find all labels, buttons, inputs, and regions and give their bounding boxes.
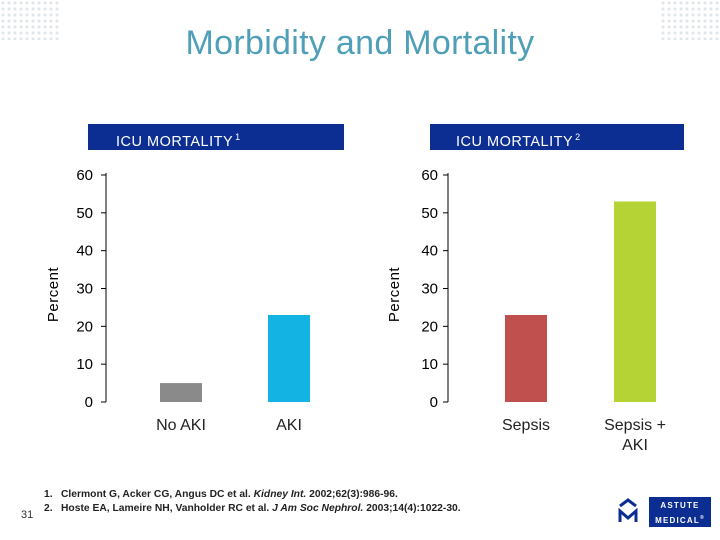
category-label: Sepsis — [502, 417, 550, 434]
reference-2: 2. Hoste EA, Lameire NH, Vanholder RC et … — [44, 502, 461, 516]
chart-header-icu-mortality-1: ICU MORTALITY 1 — [88, 124, 344, 150]
y-tick-label: 60 — [76, 167, 93, 184]
reference-number: 2. — [44, 503, 53, 514]
y-tick-label: 50 — [76, 205, 93, 222]
bar-sepsis-aki — [614, 201, 656, 402]
category-label: Sepsis + AKI — [604, 417, 666, 454]
reference-citation: 2002;62(3):986-96. — [306, 489, 398, 500]
y-axis-label: Percent — [386, 267, 403, 323]
reference-authors: Hoste EA, Lameire NH, Vanholder RC et al… — [61, 503, 273, 514]
chart-header-text: ICU MORTALITY — [456, 134, 574, 150]
y-axis-label: Percent — [45, 267, 62, 323]
y-tick-label: 10 — [76, 356, 93, 373]
category-label-line: AKI — [622, 437, 648, 454]
y-tick-label: 30 — [421, 281, 438, 298]
bar-no-aki — [160, 383, 202, 402]
category-label-line: Sepsis + — [604, 417, 666, 434]
chart-header-icu-mortality-2: ICU MORTALITY 2 — [430, 124, 684, 150]
category-label: AKI — [276, 417, 302, 434]
astute-m-logo-icon — [618, 498, 638, 522]
y-tick-label: 60 — [421, 167, 438, 184]
chart-header-superscript: 2 — [575, 132, 581, 142]
chart-header-superscript: 1 — [235, 132, 241, 142]
logo-line-2: MEDICAL — [655, 516, 700, 525]
corner-dot-pattern-left — [0, 0, 60, 40]
reference-journal: Kidney Int. — [253, 489, 307, 500]
y-tick-label: 40 — [76, 243, 93, 260]
category-label-line: Sepsis — [502, 417, 550, 434]
page-title: Morbidity and Mortality — [185, 24, 535, 62]
logo-registered-mark: ® — [699, 515, 705, 521]
reference-number: 1. — [44, 489, 53, 500]
y-tick-label: 40 — [421, 243, 438, 260]
category-label-line: No AKI — [156, 417, 206, 434]
corner-dot-pattern-right — [660, 0, 720, 40]
reference-journal: J Am Soc Nephrol. — [272, 503, 364, 514]
company-logo-wordmark: ASTUTE MEDICAL® — [649, 497, 711, 527]
reference-authors: Clermont G, Acker CG, Angus DC et al. — [61, 489, 254, 500]
y-tick-label: 10 — [421, 356, 438, 373]
y-tick-label: 50 — [421, 205, 438, 222]
slide-number: 31 — [21, 509, 34, 521]
chart-header-text: ICU MORTALITY — [116, 134, 234, 150]
category-label: No AKI — [156, 417, 206, 434]
bar-sepsis — [505, 314, 547, 402]
y-tick-label: 20 — [76, 318, 93, 335]
reference-citation: 2003;14(4):1022-30. — [363, 503, 461, 514]
bar-aki — [268, 314, 310, 402]
y-tick-label: 0 — [85, 394, 93, 411]
reference-1: 1. Clermont G, Acker CG, Angus DC et al. … — [44, 488, 461, 502]
references: 1. Clermont G, Acker CG, Angus DC et al. … — [44, 488, 461, 516]
category-label-line: AKI — [276, 417, 302, 434]
logo-line-1: ASTUTE — [660, 501, 700, 510]
y-tick-label: 0 — [430, 394, 438, 411]
y-tick-label: 30 — [76, 281, 93, 298]
y-tick-label: 20 — [421, 318, 438, 335]
logo-line-2-wrap: MEDICAL® — [649, 512, 711, 527]
